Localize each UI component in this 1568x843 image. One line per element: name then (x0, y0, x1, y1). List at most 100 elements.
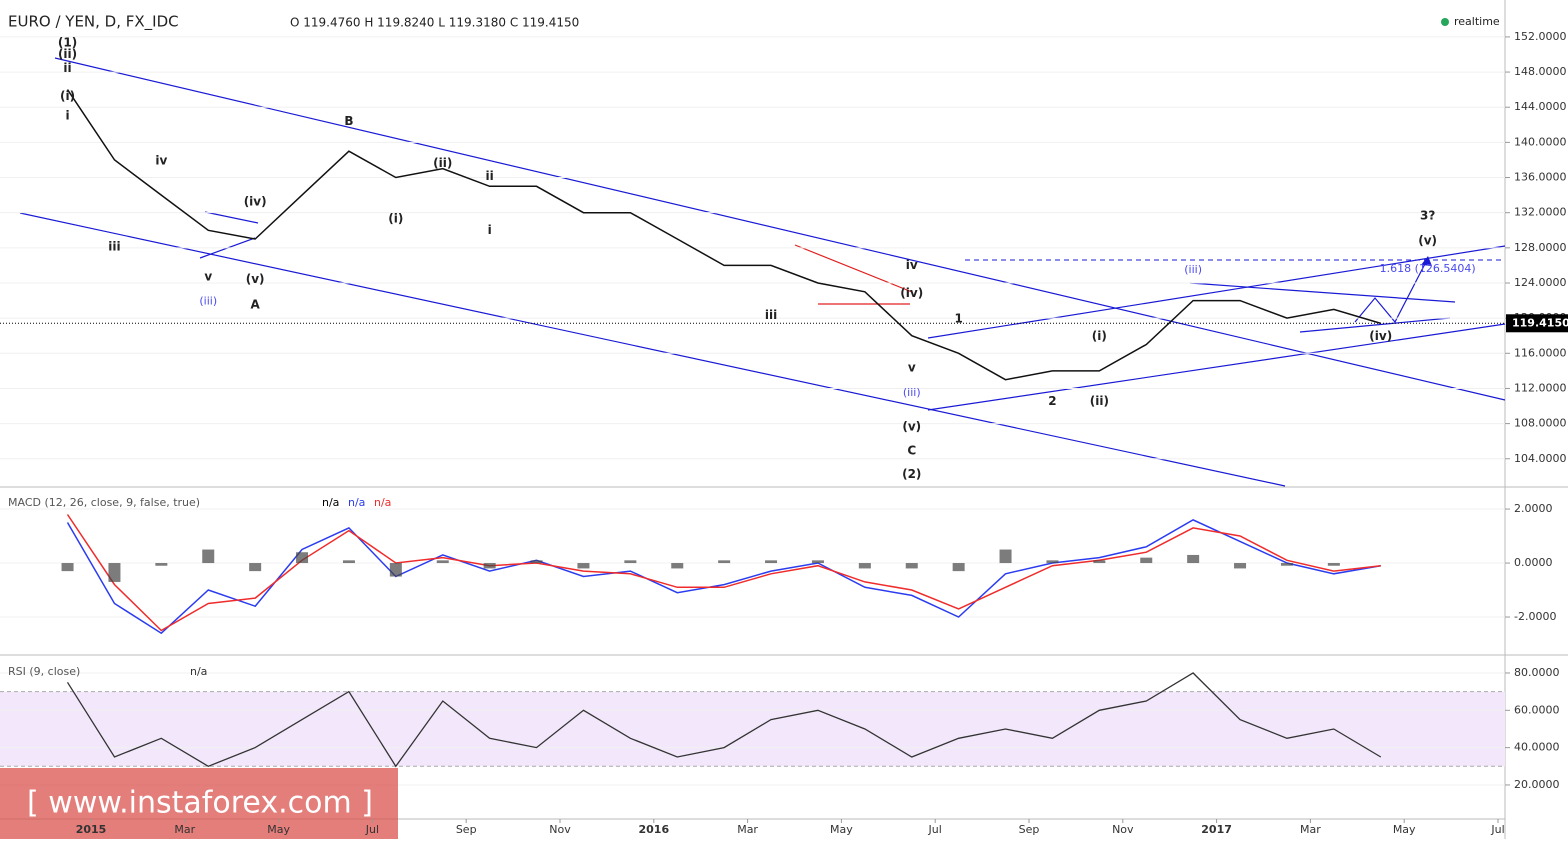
histogram-bar (1280, 563, 1293, 566)
trend-lines (19, 57, 1506, 487)
y-tick-label: 40.0000 (1514, 741, 1560, 754)
x-tick-label: May (830, 823, 853, 836)
wave-label: i (65, 109, 69, 123)
wave-label: v (908, 361, 916, 375)
status: realtime (1454, 15, 1500, 28)
wave-label: iv (155, 153, 167, 167)
histogram-bar (1093, 560, 1106, 564)
rsi-band (0, 691, 1505, 767)
histogram-bar (577, 563, 590, 569)
wave-label: (i) (60, 89, 75, 103)
wave-label: (iv) (1369, 329, 1392, 343)
wave-label: (ii) (1090, 394, 1109, 408)
ohlc: O 119.4760 H 119.8240 L 119.3180 C 119.4… (290, 16, 579, 30)
macd-line (66, 514, 1381, 632)
wave-label: (iii) (903, 386, 921, 399)
y-tick-label: 80.0000 (1514, 666, 1560, 679)
indicator-status: n/a (190, 665, 207, 678)
y-tick-label: 148.0000 (1514, 65, 1567, 78)
x-tick-label: 2017 (1201, 823, 1232, 836)
indicator-status: n/a (322, 496, 339, 509)
indicator-status: n/a (348, 496, 365, 509)
y-tick-label: 108.0000 (1514, 417, 1567, 430)
y-tick-label: 144.0000 (1514, 100, 1567, 113)
histogram-bar (718, 560, 731, 564)
wave-label: iii (765, 308, 777, 322)
y-tick-label: 116.0000 (1514, 346, 1567, 359)
x-tick-label: Nov (549, 823, 571, 836)
histogram-bar (765, 560, 778, 564)
wave-label: ii (63, 61, 71, 75)
symbol: EURO / YEN, D, FX_IDC (8, 13, 179, 32)
y-tick-label: 20.0000 (1514, 778, 1560, 791)
histogram-bar (108, 563, 121, 582)
x-tick-label: 2016 (638, 823, 669, 836)
histogram-bar (1187, 554, 1200, 564)
wave-label: iv (906, 258, 918, 272)
wave-label: (ii) (433, 156, 452, 170)
histogram-bar (483, 563, 496, 569)
wave-label: 3? (1420, 209, 1435, 223)
macd-line (66, 519, 1381, 635)
wave-label: iii (108, 239, 120, 253)
y-tick-label: 0.0000 (1514, 556, 1553, 569)
wave-label: (i) (388, 211, 403, 225)
wave-label: A (251, 297, 261, 311)
x-tick-label: Nov (1112, 823, 1134, 836)
y-tick-label: 60.0000 (1514, 703, 1560, 716)
histogram-bar (671, 563, 684, 569)
y-tick-label: 112.0000 (1514, 381, 1567, 394)
histogram-bar (1327, 563, 1340, 566)
histogram-bar (296, 552, 309, 564)
wave-label: (v) (246, 272, 265, 286)
histogram-bar (1046, 560, 1059, 564)
histogram-bar (952, 563, 965, 572)
x-tick-label: Sep (1019, 823, 1040, 836)
wave-label: 2 (1048, 394, 1056, 408)
wave-label: (1) (58, 36, 77, 50)
indicator-status: n/a (374, 496, 391, 509)
triangle-lines (794, 244, 913, 305)
wave-label: i (488, 223, 492, 237)
indicator-title: RSI (9, close) (8, 665, 80, 678)
histogram-bar (436, 560, 449, 564)
x-tick-label: May (267, 823, 290, 836)
wave-label: (i) (1092, 329, 1107, 343)
histogram-bar (249, 563, 262, 572)
wave-label: (iv) (244, 195, 267, 209)
y-tick-label: -2.0000 (1514, 610, 1556, 623)
wave-label: (2) (902, 467, 921, 481)
wave-label: (v) (902, 420, 921, 434)
histogram-bar (811, 560, 824, 564)
histogram-bar (61, 563, 74, 572)
y-tick-label: 152.0000 (1514, 30, 1567, 43)
histogram-bar (624, 560, 637, 564)
y-tick-label: 136.0000 (1514, 171, 1567, 184)
wave-label: (iv) (900, 286, 923, 300)
histogram-bar (1234, 563, 1247, 569)
histogram-bar (202, 549, 215, 564)
watermark: [ www.instaforex.com ] (27, 786, 373, 821)
indicator-title: MACD (12, 26, close, 9, false, true) (8, 496, 200, 509)
status-dot (1441, 18, 1449, 26)
wave-label: v (204, 269, 212, 283)
histogram-bar (999, 549, 1012, 564)
wave-label: C (907, 443, 916, 457)
x-tick-label: Mar (1300, 823, 1321, 836)
histogram-bar (905, 563, 918, 569)
histogram-bar (858, 563, 871, 569)
arrow-head (1421, 256, 1432, 266)
x-tick-label: Jul (365, 823, 379, 836)
wave-label: (ii) (58, 47, 77, 61)
x-tick-label: Jul (1490, 823, 1504, 836)
histogram-bar (155, 563, 168, 566)
histogram-bar (1140, 557, 1153, 564)
wave-label: 1 (954, 312, 962, 326)
wave-label: (iii) (199, 294, 217, 307)
x-tick-label: May (1393, 823, 1416, 836)
x-tick-label: Mar (737, 823, 758, 836)
histogram-bar (389, 563, 402, 577)
watermark-box (0, 768, 398, 839)
x-tick-label: Jul (928, 823, 942, 836)
